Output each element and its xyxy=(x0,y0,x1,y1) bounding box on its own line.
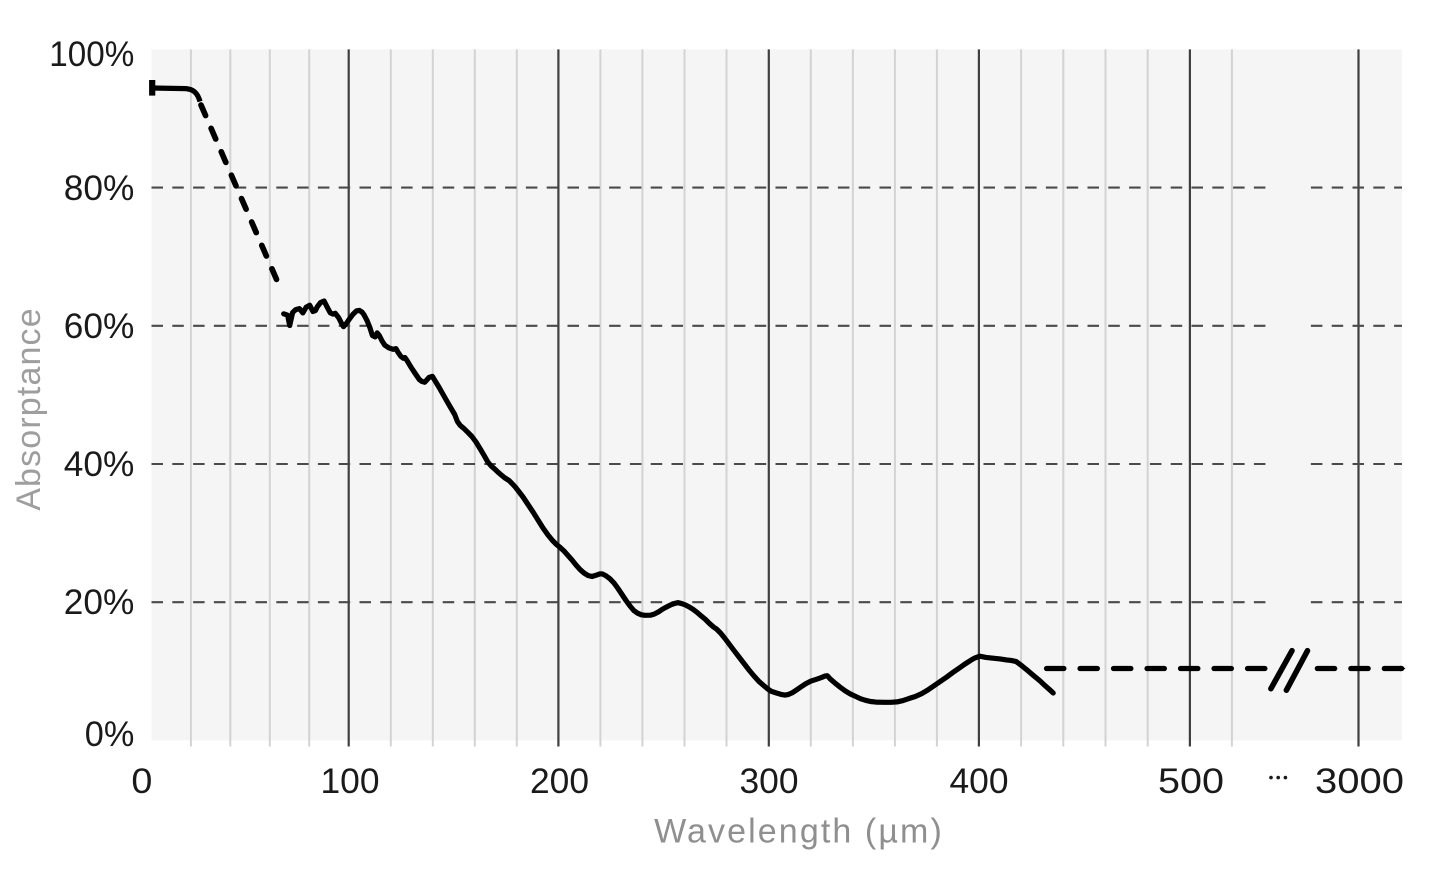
svg-text:100: 100 xyxy=(321,762,380,801)
svg-text:40%: 40% xyxy=(64,445,135,484)
svg-text:200: 200 xyxy=(530,762,589,801)
svg-text:0%: 0% xyxy=(85,715,135,754)
svg-text:Absorptance: Absorptance xyxy=(10,307,48,511)
svg-text:0: 0 xyxy=(131,762,152,801)
svg-text:400: 400 xyxy=(950,762,1009,801)
svg-text:300: 300 xyxy=(740,762,799,801)
svg-text:20%: 20% xyxy=(64,583,135,622)
svg-text:60%: 60% xyxy=(64,307,135,346)
svg-text:100%: 100% xyxy=(49,35,134,74)
svg-text:80%: 80% xyxy=(64,169,135,208)
svg-text:500: 500 xyxy=(1158,762,1224,801)
svg-text:3000: 3000 xyxy=(1315,762,1404,801)
svg-text:Wavelength (µm): Wavelength (µm) xyxy=(654,813,944,851)
